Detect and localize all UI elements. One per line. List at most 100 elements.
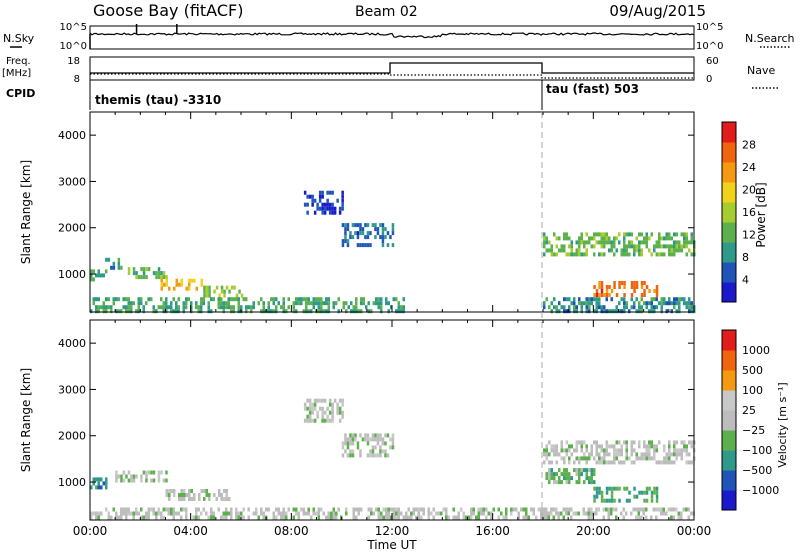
heatmap-cell (385, 301, 388, 306)
y-tick-label: 3000 (58, 383, 86, 396)
heatmap-cell (238, 289, 241, 294)
heatmap-cell (410, 511, 413, 516)
heatmap-cell (555, 452, 558, 457)
heatmap-cell (336, 410, 339, 415)
heatmap-cell (558, 452, 561, 457)
heatmap-cell (379, 433, 382, 438)
heatmap-cell (668, 252, 671, 257)
heatmap-cell (200, 489, 203, 493)
heatmap-cell (145, 478, 148, 483)
heatmap-cell (165, 478, 168, 483)
heatmap-cell (613, 240, 616, 245)
heatmap-cell (540, 507, 543, 512)
heatmap-cell (117, 257, 121, 262)
heatmap-cell (480, 507, 483, 512)
heatmap-cell (593, 293, 596, 297)
heatmap-cell (338, 398, 342, 403)
heatmap-cell (361, 437, 365, 442)
heatmap-cell (620, 297, 623, 302)
heatmap-cell (188, 493, 191, 497)
heatmap-cell (372, 511, 375, 516)
heatmap-cell (673, 305, 676, 310)
heatmap-cell (282, 309, 285, 314)
heatmap-cell (127, 507, 130, 512)
heatmap-cell (612, 507, 615, 512)
heatmap-cell (277, 301, 280, 306)
heatmap-cell (555, 460, 558, 465)
heatmap-cell (633, 285, 636, 289)
heatmap-cell (337, 309, 340, 314)
heatmap-cell (223, 497, 226, 501)
heatmap-cell (563, 248, 566, 253)
heatmap-cell (212, 515, 215, 520)
heatmap-cell (395, 507, 398, 512)
heatmap-cell (370, 511, 373, 516)
heatmap-cell (341, 198, 344, 203)
heatmap-cell (381, 441, 385, 446)
heatmap-cell (405, 515, 408, 520)
heatmap-cell (643, 444, 646, 449)
heatmap-cell (603, 252, 606, 257)
heatmap-cell (570, 244, 573, 249)
heatmap-cell (472, 507, 475, 512)
heatmap-cell (237, 511, 240, 516)
heatmap-cell (150, 507, 153, 512)
heatmap-cell (608, 498, 611, 503)
heatmap-cell (683, 244, 686, 249)
freq-panel-frame (89, 56, 695, 81)
heatmap-cell (240, 511, 243, 516)
heatmap-cell (392, 297, 395, 302)
heatmap-cell (480, 511, 483, 516)
heatmap-cell (311, 402, 314, 407)
heatmap-cell (623, 309, 626, 314)
heatmap-cell (317, 515, 320, 520)
heatmap-cell (321, 398, 324, 403)
heatmap-cell (295, 309, 298, 314)
heatmap-cell (633, 248, 636, 253)
heatmap-cell (326, 198, 329, 203)
heatmap-cell (625, 444, 628, 449)
heatmap-cell (397, 309, 400, 314)
heatmap-cell (578, 297, 581, 302)
heatmap-cell (610, 289, 614, 293)
heatmap-cell (160, 470, 163, 475)
x-tick-label: 08:00 (274, 524, 309, 538)
heatmap-cell (327, 309, 330, 314)
heatmap-cell (575, 252, 578, 257)
heatmap-cell (550, 476, 553, 481)
heatmap-cell (127, 478, 131, 483)
heatmap-cell (580, 236, 583, 241)
heatmap-cell (305, 511, 308, 516)
heatmap-cell (603, 240, 606, 245)
heatmap-cell (675, 452, 678, 457)
heatmap-cell (336, 406, 339, 411)
heatmap-cell (623, 305, 626, 310)
heatmap-cell (365, 305, 368, 310)
heatmap-cell (497, 515, 500, 520)
heatmap-cell (267, 305, 270, 310)
heatmap-cell (341, 206, 344, 211)
heatmap-cell (222, 305, 225, 310)
heatmap-cell (384, 449, 387, 454)
heatmap-cell (178, 282, 181, 287)
heatmap-cell (371, 445, 375, 450)
heatmap-cell (680, 248, 683, 253)
heatmap-cell (252, 305, 255, 310)
heatmap-cell (150, 297, 153, 302)
heatmap-cell (320, 305, 323, 310)
heatmap-cell (157, 267, 161, 272)
heatmap-cell (305, 301, 308, 306)
heatmap-cell (402, 305, 405, 310)
heatmap-cell (175, 511, 178, 516)
heatmap-cell (610, 486, 614, 491)
heatmap-cell (648, 236, 651, 241)
heatmap-cell (135, 511, 138, 516)
heatmap-cell (608, 293, 611, 297)
heatmap-cell (168, 497, 171, 501)
heatmap-cell (605, 452, 608, 457)
heatmap-cell (177, 305, 180, 310)
heatmap-cell (162, 305, 165, 310)
heatmap-cell (655, 444, 658, 449)
heatmap-cell (297, 511, 300, 516)
heatmap-cell (560, 511, 563, 516)
